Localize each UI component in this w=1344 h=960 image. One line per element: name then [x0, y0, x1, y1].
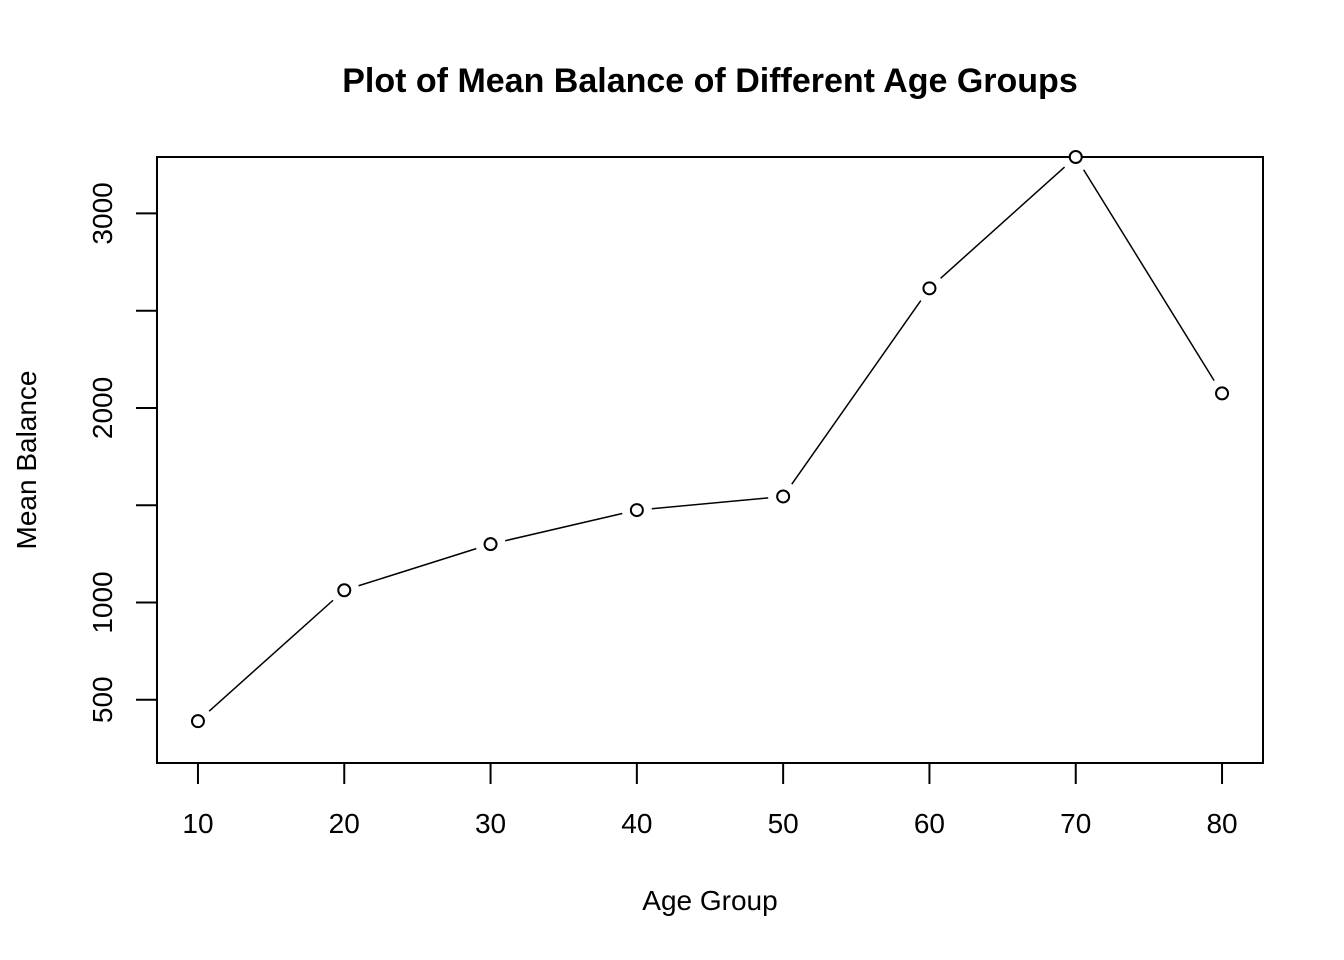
x-tick-label: 20 [329, 808, 360, 839]
x-axis-label: Age Group [642, 885, 777, 916]
x-tick-label: 50 [768, 808, 799, 839]
y-axis-label: Mean Balance [11, 370, 42, 549]
y-axis: 500 1000 2000 3000 [87, 182, 158, 723]
x-tick-label: 40 [621, 808, 652, 839]
x-tick-label: 10 [182, 808, 213, 839]
series-segment [504, 512, 623, 542]
x-axis: 10 20 30 40 50 60 70 80 [182, 762, 1238, 839]
x-tick-label: 30 [475, 808, 506, 839]
series-segment [208, 599, 334, 712]
data-point [190, 714, 205, 729]
series-segment [651, 497, 769, 510]
series-segment [358, 547, 477, 587]
y-tick-label: 500 [87, 676, 118, 723]
data-point [776, 489, 791, 504]
data-point [337, 583, 352, 598]
chart-title: Plot of Mean Balance of Different Age Gr… [342, 62, 1077, 100]
data-point [1215, 386, 1230, 401]
data-point [629, 503, 644, 518]
data-point [483, 537, 498, 552]
data-point [1068, 150, 1083, 164]
x-tick-label: 80 [1206, 808, 1237, 839]
y-tick-label: 2000 [87, 377, 118, 439]
series-segment [791, 300, 922, 485]
plot-frame [156, 156, 1264, 764]
series-group [190, 150, 1230, 729]
series-segment [940, 166, 1066, 279]
data-point [922, 281, 937, 296]
x-tick-label: 70 [1060, 808, 1091, 839]
y-tick-label: 1000 [87, 571, 118, 633]
series-segment [1082, 169, 1215, 382]
x-tick-label: 60 [914, 808, 945, 839]
y-tick-label: 3000 [87, 182, 118, 244]
